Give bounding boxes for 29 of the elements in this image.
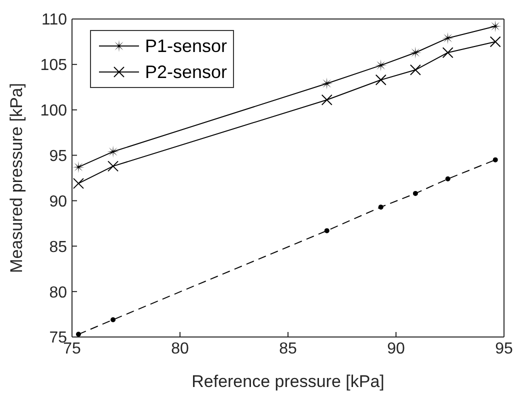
x-tick-label: 85	[279, 340, 297, 358]
point	[110, 317, 116, 322]
legend-label: P1-sensor	[145, 36, 228, 56]
y-tick-label: 105	[40, 57, 68, 74]
point	[378, 204, 384, 210]
point	[445, 176, 450, 182]
x-tick-label: 90	[387, 340, 405, 358]
y-axis-title: Measured pressure [kPa]	[7, 83, 26, 273]
x-tick-label: 80	[171, 340, 189, 358]
y-tick-label: 80	[49, 284, 68, 302]
y-tick-label: 95	[49, 148, 68, 165]
point	[409, 46, 422, 59]
y-tick-label: 110	[41, 12, 68, 29]
point	[324, 228, 330, 234]
point	[76, 332, 81, 337]
point	[442, 32, 454, 44]
point	[107, 146, 120, 158]
point	[72, 161, 84, 174]
x-axis-title: Reference pressure [kPa]	[192, 372, 384, 391]
point	[492, 157, 498, 162]
x-tick-label: 95	[495, 340, 513, 358]
y-tick-label: 85	[49, 238, 68, 256]
y-tick-label: 100	[40, 102, 68, 120]
point	[489, 20, 502, 32]
point	[374, 59, 387, 72]
y-tick-label: 90	[49, 193, 68, 210]
legend-label: P2-sensor	[145, 62, 228, 82]
point	[412, 190, 418, 196]
point	[320, 78, 333, 90]
